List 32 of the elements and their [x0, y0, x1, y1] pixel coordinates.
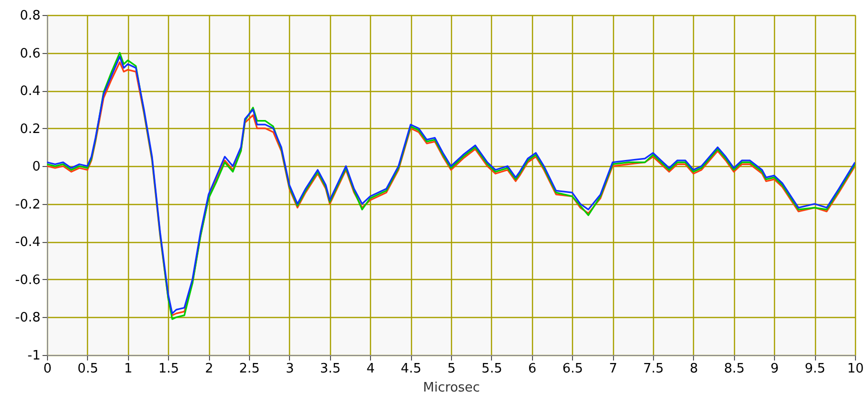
x-tick-label: 2: [204, 362, 214, 376]
x-tick-label: 8.5: [724, 362, 745, 376]
x-tick-label: 7: [608, 362, 618, 376]
x-tick-label: 9.5: [804, 362, 826, 376]
y-tick-label: 0.2: [20, 122, 40, 137]
x-tick-label: 3: [286, 362, 294, 376]
x-tick-label: 6.5: [562, 362, 584, 376]
y-tick-label: 0.6: [20, 46, 40, 62]
y-tick-label: -1: [28, 348, 40, 364]
x-tick-label: 10: [847, 362, 864, 376]
x-tick-label: 1: [124, 362, 132, 376]
x-tick-label: 4.5: [400, 362, 422, 376]
x-tick-label: 4: [366, 362, 375, 376]
y-tick-label: -0.6: [15, 272, 40, 288]
x-tick-label: 3.5: [320, 362, 341, 376]
y-tick-label: -0.8: [15, 310, 40, 326]
x-tick-label: 1.5: [158, 362, 180, 376]
x-tick-label: 7.5: [643, 362, 664, 376]
x-tick-label: 8: [690, 362, 698, 376]
y-tick-label: -0.4: [15, 235, 40, 250]
x-tick-label: 0: [43, 362, 52, 376]
x-tick-label: 6: [528, 362, 536, 376]
x-tick-label: 2.5: [239, 362, 260, 376]
y-tick-label: -0.2: [15, 197, 40, 212]
y-tick-label: 0: [32, 160, 40, 175]
x-tick-label: 5: [447, 362, 456, 376]
y-tick-label: 0.8: [20, 8, 40, 24]
x-tick-label: 0.5: [78, 362, 98, 376]
y-tick-label: 0.4: [20, 84, 40, 100]
x-tick-label: 5.5: [482, 362, 502, 376]
x-tick-label: 9: [770, 362, 779, 376]
x-axis-title: Microsec: [423, 380, 480, 396]
